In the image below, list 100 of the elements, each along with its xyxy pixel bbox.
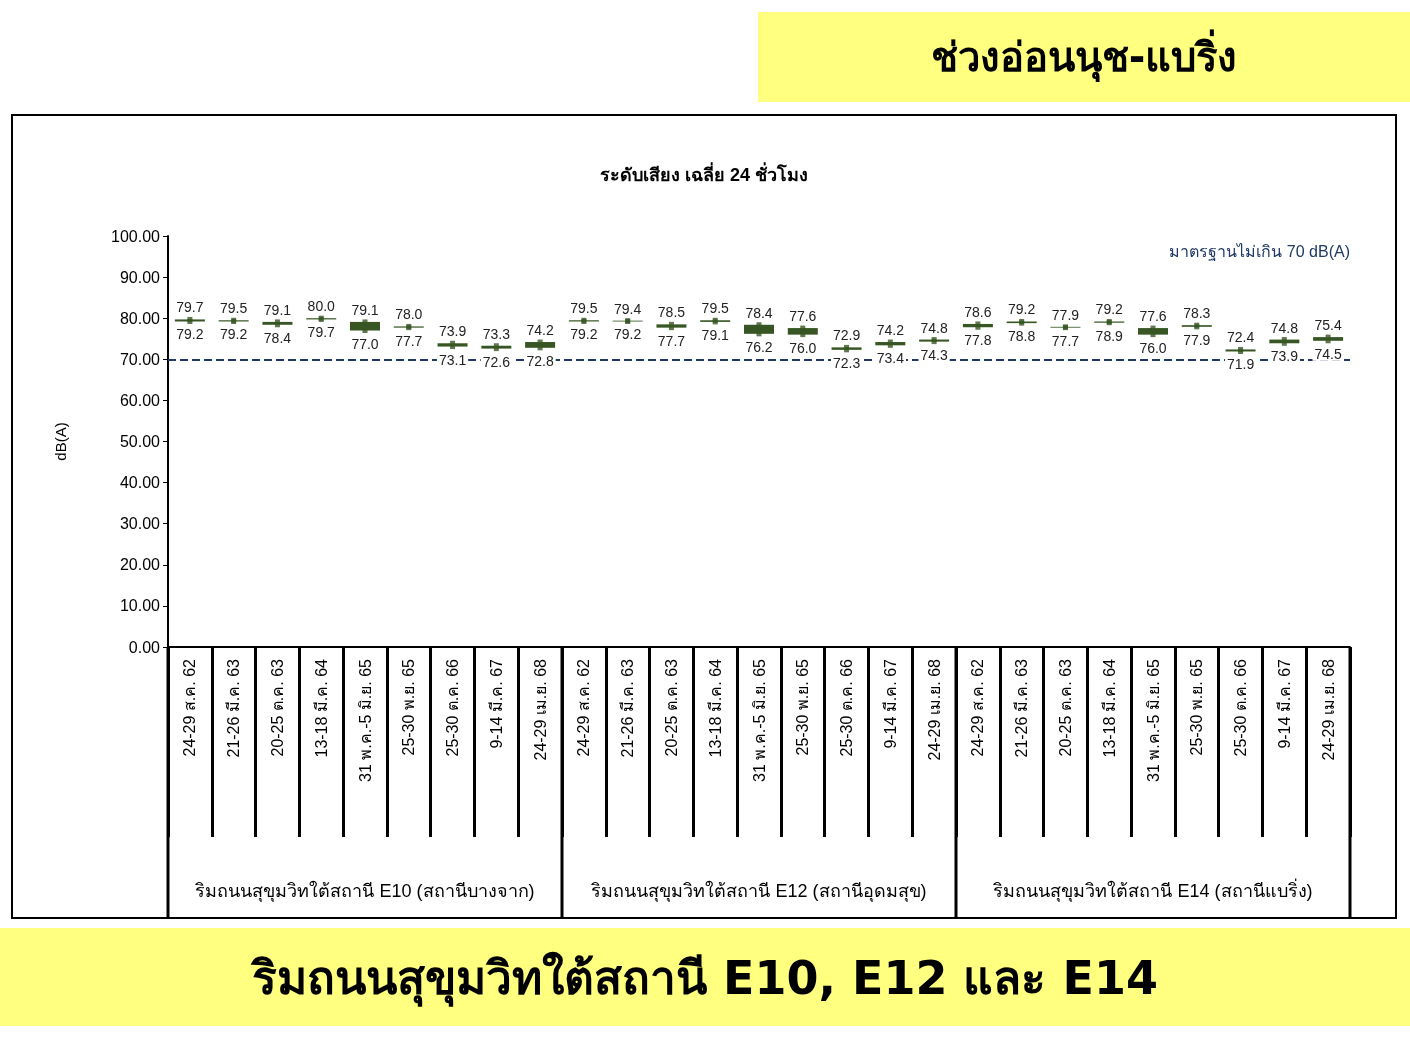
x-tick-label: 20-25 ต.ค. 63 <box>268 658 286 757</box>
chart-title: ระดับเสียง เฉลี่ย 24 ชั่วโมง <box>599 162 809 185</box>
x-tick-label: 9-14 มี.ค. 67 <box>881 658 899 749</box>
x-tick-label: 31 พ.ค.-5 มิ.ย. 65 <box>750 658 768 782</box>
x-tick-label: 20-25 ต.ค. 63 <box>662 658 680 757</box>
data-label: 73.3 <box>482 325 511 342</box>
data-label: 74.2 <box>526 322 554 339</box>
data-label: 73.9 <box>1270 348 1299 365</box>
ref-line-label: มาตรฐานไม่เกิน 70 dB(A) <box>1169 241 1350 261</box>
data-label: 74.2 <box>876 322 905 339</box>
x-tick-label: 9-14 มี.ค. 67 <box>1275 658 1293 749</box>
data-label: 74.3 <box>920 346 948 363</box>
data-label: 77.6 <box>1139 308 1167 325</box>
y-tick-label: 90.00 <box>119 268 161 286</box>
data-label: 78.0 <box>395 306 423 323</box>
data-label: 79.2 <box>1008 301 1036 318</box>
y-tick-label: 10.00 <box>119 597 161 615</box>
data-label: 79.7 <box>307 324 336 341</box>
x-tick-label: 25-30 พ.ย. 65 <box>1188 658 1206 756</box>
x-tick-label: 25-30 ต.ค. 66 <box>838 658 856 757</box>
y-tick-label: 20.00 <box>119 556 161 574</box>
text: ริมถนนสุขุมวิทใต้สถานี E10 (สถานีบางจาก) <box>195 880 535 902</box>
text: ริมถนนสุขุมวิทใต้สถานี E10, E12 และ E14 <box>0 928 1410 1026</box>
data-label: 79.2 <box>614 326 642 343</box>
data-label: 79.5 <box>701 300 730 317</box>
data-label: 79.4 <box>614 300 642 317</box>
y-tick-label: 70.00 <box>119 350 161 368</box>
x-tick-label: 25-30 ต.ค. 66 <box>444 658 462 757</box>
data-label: 77.9 <box>1051 306 1080 323</box>
x-tick-label: 21-26 มี.ค. 63 <box>1013 658 1031 758</box>
data-label: 73.1 <box>438 351 467 368</box>
x-tick-label: 24-29 ส.ค. 62 <box>181 658 199 757</box>
data-label: 72.8 <box>526 352 554 369</box>
data-label: 79.7 <box>176 299 204 316</box>
data-label: 73.4 <box>876 350 905 367</box>
data-label: 78.9 <box>1095 327 1124 344</box>
chart-subtitle: ช่วงอ่อนนุช-แบริ่ง <box>758 12 1410 102</box>
y-tick-label: 0.00 <box>128 638 161 656</box>
x-tick-label: 25-30 ต.ค. 66 <box>1232 658 1250 757</box>
data-label: 72.6 <box>482 353 511 370</box>
data-label: 77.0 <box>351 335 379 352</box>
data-label: 79.1 <box>263 301 292 318</box>
data-label: 79.5 <box>220 300 248 317</box>
y-tick-label: 30.00 <box>119 515 161 533</box>
data-label: 79.5 <box>570 300 598 317</box>
data-label: 76.2 <box>745 338 773 355</box>
x-tick-label: 9-14 มี.ค. 67 <box>487 658 505 749</box>
data-label: 71.9 <box>1226 356 1255 373</box>
x-tick-label: 25-30 พ.ย. 65 <box>400 658 418 756</box>
data-label: 79.2 <box>570 326 598 343</box>
y-tick-label: 60.00 <box>119 391 161 409</box>
data-label: 79.2 <box>176 326 204 343</box>
x-tick-label: 21-26 มี.ค. 63 <box>225 658 243 758</box>
x-tick-label: 31 พ.ค.-5 มิ.ย. 65 <box>1144 658 1162 782</box>
x-tick-label: 24-29 ส.ค. 62 <box>575 658 593 757</box>
data-label: 78.8 <box>1008 328 1036 345</box>
data-label: 77.7 <box>657 332 686 349</box>
data-label: 78.3 <box>1183 305 1211 322</box>
data-label: 73.9 <box>438 323 467 340</box>
x-tick-label: 13-18 มี.ค. 64 <box>312 658 330 758</box>
x-tick-label: 13-18 มี.ค. 64 <box>1100 658 1118 758</box>
data-label: 72.4 <box>1226 329 1255 346</box>
data-label: 78.5 <box>657 304 686 321</box>
data-label: 77.8 <box>964 332 992 349</box>
x-tick-label: 24-29 ส.ค. 62 <box>969 658 987 757</box>
x-tick-label: 24-29 เม.ย. 68 <box>925 658 943 761</box>
data-label: 80.0 <box>307 298 336 315</box>
data-label: 74.8 <box>1270 319 1299 336</box>
x-tick-label: 31 พ.ค.-5 มิ.ย. 65 <box>356 658 374 782</box>
x-tick-label: 24-29 เม.ย. 68 <box>531 658 549 761</box>
y-tick-label: 80.00 <box>119 309 161 327</box>
x-tick-label: 13-18 มี.ค. 64 <box>706 658 724 758</box>
text: ริมถนนสุขุมวิทใต้สถานี E14 (สถานีแบริ่ง) <box>993 878 1313 902</box>
y-tick-label: 100.00 <box>111 227 161 245</box>
x-tick-label: 20-25 ต.ค. 63 <box>1056 658 1074 757</box>
data-label: 76.0 <box>1139 339 1167 356</box>
data-label: 77.7 <box>395 332 423 349</box>
data-label: 74.8 <box>920 319 948 336</box>
y-axis-title: dB(A) <box>52 422 69 461</box>
data-label: 76.0 <box>789 339 817 356</box>
data-label: 79.1 <box>701 326 730 343</box>
data-label: 78.6 <box>964 303 992 320</box>
x-tick-label: 25-30 พ.ย. 65 <box>794 658 812 756</box>
data-label: 77.6 <box>789 308 817 325</box>
y-tick-label: 50.00 <box>119 433 161 450</box>
text: ริมถนนสุขุมวิทใต้สถานี E12 (สถานีอุดมสุข) <box>591 880 927 902</box>
data-label: 77.9 <box>1183 331 1211 348</box>
data-label: 72.9 <box>832 327 861 344</box>
data-label: 75.4 <box>1314 317 1342 334</box>
data-label: 78.4 <box>745 304 773 321</box>
y-tick-label: 40.00 <box>119 474 161 492</box>
data-label: 77.7 <box>1051 332 1080 349</box>
data-label: 72.3 <box>832 354 861 371</box>
data-label: 79.2 <box>220 326 248 343</box>
data-label: 79.1 <box>351 301 379 318</box>
data-label: 74.5 <box>1314 345 1342 362</box>
data-label: 79.2 <box>1095 301 1124 318</box>
data-label: 78.4 <box>263 329 292 346</box>
x-tick-label: 21-26 มี.ค. 63 <box>619 658 637 758</box>
x-tick-label: 24-29 เม.ย. 68 <box>1319 658 1337 761</box>
